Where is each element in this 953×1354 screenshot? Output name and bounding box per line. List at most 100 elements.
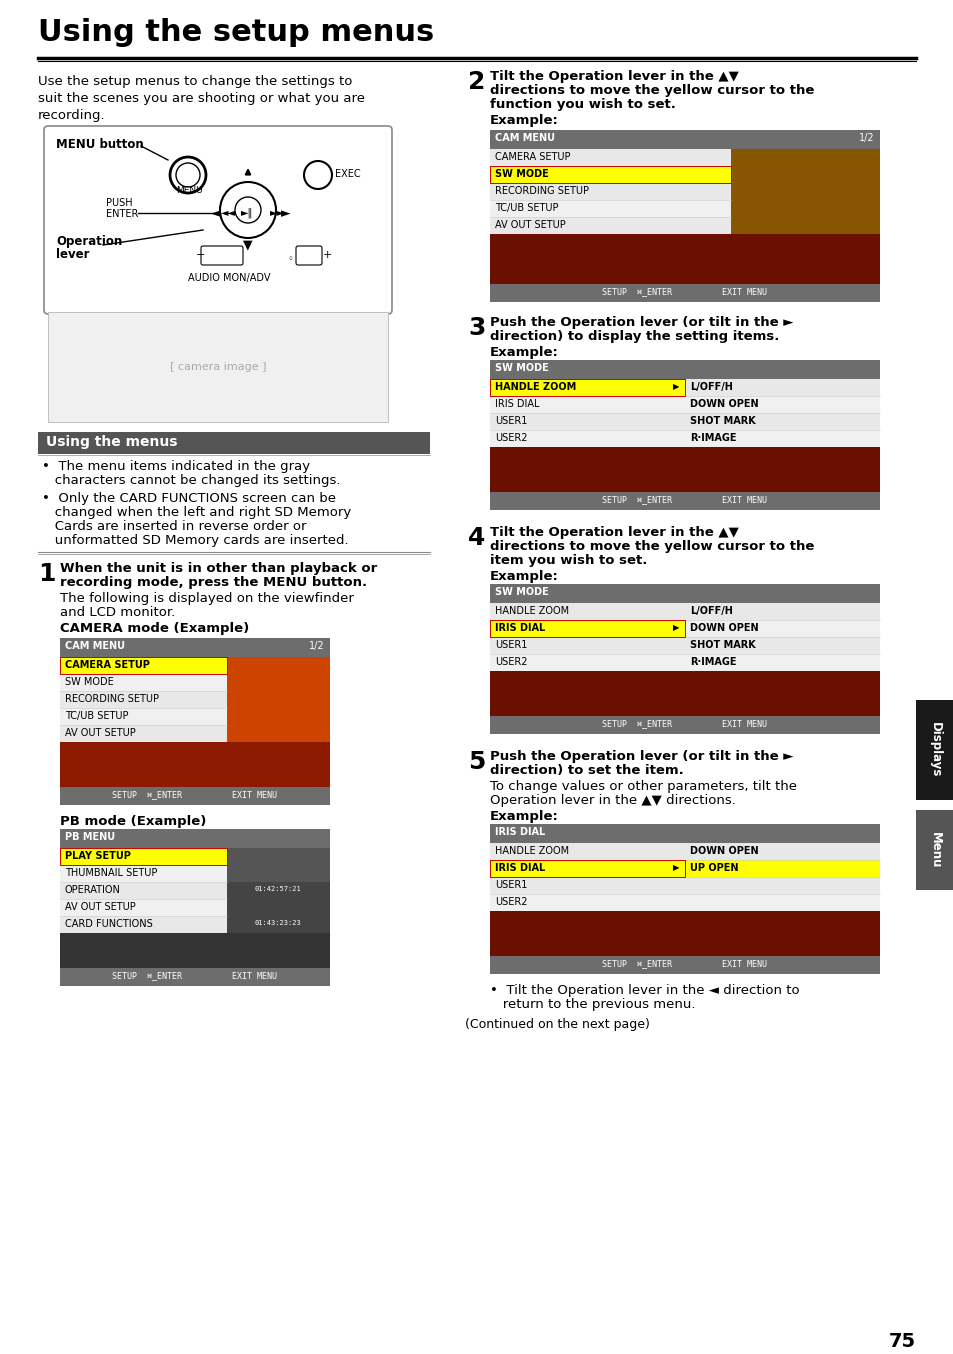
Bar (490, 130, 879, 302)
Bar (490, 284, 879, 302)
Text: characters cannot be changed its settings.: characters cannot be changed its setting… (42, 474, 340, 487)
Bar (490, 360, 879, 510)
Bar (227, 899, 330, 917)
Bar (490, 620, 684, 636)
Bar (684, 379, 879, 447)
Text: SW MODE: SW MODE (495, 169, 548, 179)
Text: SW MODE: SW MODE (495, 363, 548, 372)
Bar (60, 724, 227, 742)
Text: L/OFF/H: L/OFF/H (689, 607, 732, 616)
Text: The following is displayed on the viewfinder: The following is displayed on the viewfi… (60, 592, 354, 605)
Bar (60, 968, 330, 986)
Text: 01:42:57:21: 01:42:57:21 (254, 886, 301, 892)
Text: IRIS DIAL: IRIS DIAL (495, 862, 545, 873)
Bar (60, 787, 330, 806)
Bar (490, 234, 879, 284)
Text: CAMERA SETUP: CAMERA SETUP (65, 659, 150, 670)
Text: direction) to set the item.: direction) to set the item. (490, 764, 683, 777)
FancyBboxPatch shape (44, 126, 392, 314)
Text: recording mode, press the MENU button.: recording mode, press the MENU button. (60, 575, 367, 589)
Text: 01:43:23:23: 01:43:23:23 (254, 919, 301, 926)
Text: Cards are inserted in reverse order or: Cards are inserted in reverse order or (42, 520, 306, 533)
Text: return to the previous menu.: return to the previous menu. (490, 998, 695, 1011)
Bar (60, 848, 227, 865)
Text: Operation: Operation (56, 236, 122, 248)
Text: CAM MENU: CAM MENU (495, 133, 555, 144)
Bar (684, 379, 879, 395)
Bar (490, 620, 684, 636)
Text: and LCD monitor.: and LCD monitor. (60, 607, 175, 619)
Text: DOWN OPEN: DOWN OPEN (689, 399, 758, 409)
Text: suit the scenes you are shooting or what you are: suit the scenes you are shooting or what… (38, 92, 365, 106)
Bar (490, 167, 730, 183)
Bar (684, 620, 879, 636)
Text: PB MENU: PB MENU (65, 831, 115, 842)
Text: IRIS DIAL: IRIS DIAL (495, 623, 545, 634)
Text: TC/UB SETUP: TC/UB SETUP (65, 711, 129, 720)
Bar (915, 810, 953, 890)
Bar (60, 638, 330, 657)
Text: changed when the left and right SD Memory: changed when the left and right SD Memor… (42, 506, 351, 519)
Bar (490, 360, 879, 379)
Text: CAMERA SETUP: CAMERA SETUP (495, 152, 570, 162)
Bar (60, 917, 227, 933)
Bar (227, 917, 330, 933)
Text: ►‖: ►‖ (241, 207, 253, 218)
Text: lever: lever (56, 248, 90, 261)
Bar (60, 933, 330, 968)
Bar (490, 360, 684, 447)
Bar (490, 149, 730, 167)
Text: •  Tilt the Operation lever in the ◄ direction to: • Tilt the Operation lever in the ◄ dire… (490, 984, 799, 997)
Bar (60, 829, 330, 986)
Text: ◄◄: ◄◄ (221, 207, 235, 217)
Bar (60, 638, 227, 742)
Text: (Continued on the next page): (Continued on the next page) (464, 1018, 649, 1030)
Text: item you wish to set.: item you wish to set. (490, 554, 647, 567)
Bar (490, 877, 684, 894)
Bar (684, 603, 879, 672)
Text: SETUP  ⌘_ENTER          EXIT MENU: SETUP ⌘_ENTER EXIT MENU (602, 959, 767, 968)
Text: ENTER: ENTER (106, 209, 138, 219)
Text: HANDLE ZOOM: HANDLE ZOOM (495, 382, 576, 393)
Bar (490, 584, 879, 603)
Bar (490, 844, 684, 860)
Bar (490, 584, 879, 734)
Text: HANDLE ZOOM: HANDLE ZOOM (495, 846, 569, 856)
Text: UP OPEN: UP OPEN (689, 862, 738, 873)
Text: AV OUT SETUP: AV OUT SETUP (65, 728, 135, 738)
Text: SETUP  ⌘_ENTER          EXIT MENU: SETUP ⌘_ENTER EXIT MENU (112, 971, 277, 980)
Text: unformatted SD Memory cards are inserted.: unformatted SD Memory cards are inserted… (42, 533, 348, 547)
Text: USER1: USER1 (495, 416, 527, 427)
Text: IRIS DIAL: IRIS DIAL (495, 827, 545, 837)
Bar (490, 825, 879, 844)
Text: 3: 3 (468, 315, 485, 340)
Bar (60, 881, 227, 899)
Text: DOWN OPEN: DOWN OPEN (689, 846, 758, 856)
Text: −: − (195, 250, 205, 260)
Text: AUDIO MON/ADV: AUDIO MON/ADV (188, 274, 271, 283)
Text: recording.: recording. (38, 110, 106, 122)
Text: +: + (323, 250, 332, 260)
Bar (490, 217, 730, 234)
Bar (684, 654, 879, 672)
Text: •  The menu items indicated in the gray: • The menu items indicated in the gray (42, 460, 310, 473)
Bar (490, 860, 684, 877)
Bar (684, 844, 879, 860)
Text: SETUP  ⌘_ENTER          EXIT MENU: SETUP ⌘_ENTER EXIT MENU (602, 719, 767, 728)
Text: Using the setup menus: Using the setup menus (38, 18, 434, 47)
Bar (490, 379, 684, 395)
Text: HANDLE ZOOM: HANDLE ZOOM (495, 607, 569, 616)
Text: Operation lever in the ▲▼ directions.: Operation lever in the ▲▼ directions. (490, 793, 735, 807)
Text: function you wish to set.: function you wish to set. (490, 97, 675, 111)
Bar (684, 431, 879, 447)
Text: Example:: Example: (490, 810, 558, 823)
Text: Example:: Example: (490, 347, 558, 359)
Bar (684, 395, 879, 413)
Text: CAMERA mode (Example): CAMERA mode (Example) (60, 621, 249, 635)
Text: ▶: ▶ (672, 623, 679, 632)
Text: To change values or other parameters, tilt the: To change values or other parameters, ti… (490, 780, 796, 793)
Text: USER2: USER2 (495, 657, 527, 668)
Bar (60, 829, 227, 933)
Bar (227, 881, 330, 899)
Text: SETUP  ⌘_ENTER          EXIT MENU: SETUP ⌘_ENTER EXIT MENU (112, 789, 277, 799)
